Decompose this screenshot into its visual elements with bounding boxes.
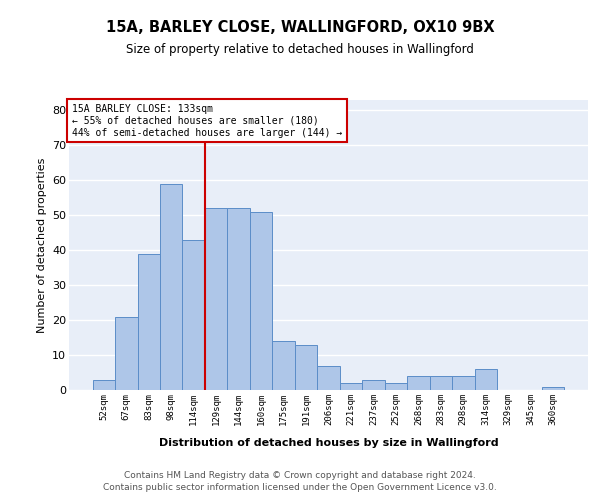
Text: 15A, BARLEY CLOSE, WALLINGFORD, OX10 9BX: 15A, BARLEY CLOSE, WALLINGFORD, OX10 9BX bbox=[106, 20, 494, 35]
Bar bbox=[430, 376, 452, 390]
Y-axis label: Number of detached properties: Number of detached properties bbox=[37, 158, 47, 332]
Bar bbox=[362, 380, 385, 390]
Bar bbox=[452, 376, 475, 390]
Bar bbox=[227, 208, 250, 390]
Bar bbox=[407, 376, 430, 390]
Text: 15A BARLEY CLOSE: 133sqm
← 55% of detached houses are smaller (180)
44% of semi-: 15A BARLEY CLOSE: 133sqm ← 55% of detach… bbox=[71, 104, 342, 138]
Bar bbox=[115, 316, 137, 390]
Text: Size of property relative to detached houses in Wallingford: Size of property relative to detached ho… bbox=[126, 42, 474, 56]
Bar bbox=[205, 208, 227, 390]
Text: Contains public sector information licensed under the Open Government Licence v3: Contains public sector information licen… bbox=[103, 483, 497, 492]
Bar bbox=[137, 254, 160, 390]
Bar bbox=[542, 386, 565, 390]
Text: Distribution of detached houses by size in Wallingford: Distribution of detached houses by size … bbox=[159, 438, 499, 448]
Bar bbox=[272, 341, 295, 390]
Bar bbox=[385, 383, 407, 390]
Bar bbox=[295, 344, 317, 390]
Bar bbox=[92, 380, 115, 390]
Bar bbox=[160, 184, 182, 390]
Bar bbox=[317, 366, 340, 390]
Bar bbox=[340, 383, 362, 390]
Bar bbox=[250, 212, 272, 390]
Bar bbox=[182, 240, 205, 390]
Bar bbox=[475, 369, 497, 390]
Text: Contains HM Land Registry data © Crown copyright and database right 2024.: Contains HM Land Registry data © Crown c… bbox=[124, 472, 476, 480]
